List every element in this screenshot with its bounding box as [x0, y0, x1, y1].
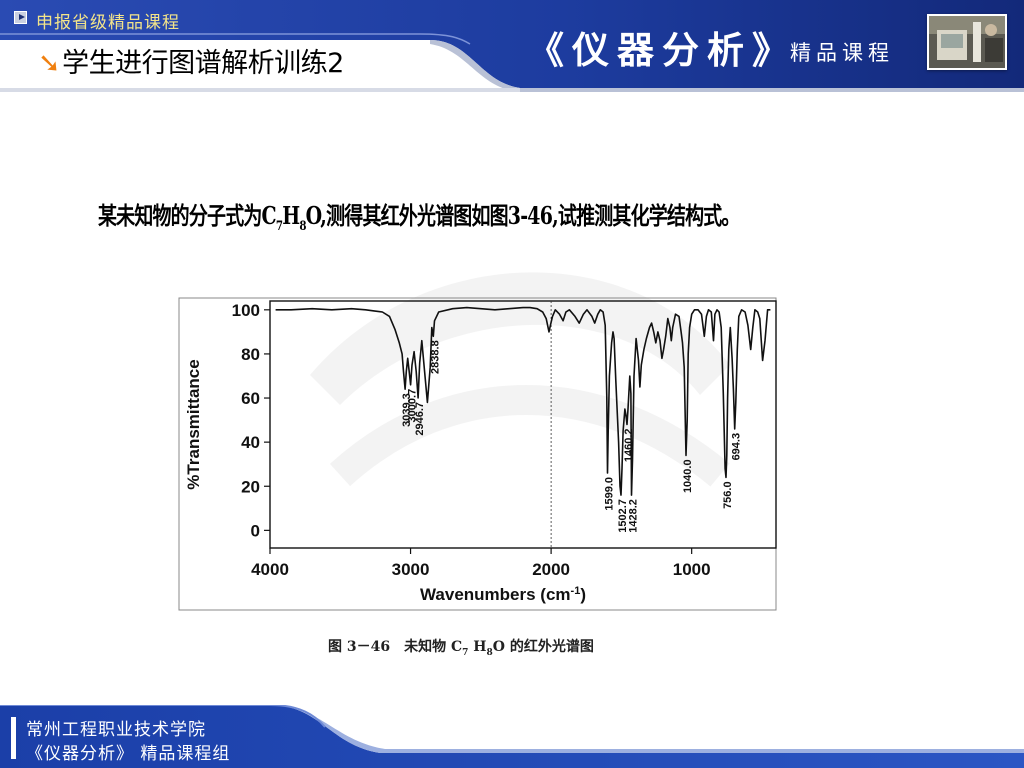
x-axis-label: Wavenumbers (cm-1)	[420, 585, 586, 604]
caption-sub-7: 7	[462, 647, 469, 658]
plot-box	[269, 300, 777, 549]
y-tick-label: 80	[241, 345, 260, 364]
caption-text-a: 图 3－46 未知物 C	[328, 639, 463, 655]
x-tick-label: 3000	[392, 560, 430, 579]
ir-spectrum-figure: 0 20 40 60 80 100 4000 3000 2000 1000 %Transmittan…	[178, 297, 778, 613]
peak-label: 3039.3	[401, 393, 413, 427]
y-tick-label: 100	[232, 301, 260, 320]
orange-arrow-icon: ➘	[38, 48, 61, 79]
slide-title-text: 学生进行图谱解析训练2	[62, 48, 344, 79]
peak-label: 2946.7	[414, 402, 426, 436]
y-axis-label: %Transmittance	[184, 359, 203, 489]
slide-header: 申报省级精品课程 ➘学生进行图谱解析训练2 《仪器分析》 精品课程	[0, 0, 1024, 92]
course-group: 《仪器分析》 精品课程组	[26, 744, 231, 764]
y-tick-label: 40	[241, 433, 260, 452]
y-tick-label: 60	[241, 389, 260, 408]
peak-label: 1460.2	[623, 429, 635, 463]
problem-statement: 某未知物的分子式为C7H8O,测得其红外光谱图如图3-46,试推测其化学结构式。	[98, 196, 740, 234]
x-tick-label: 2000	[532, 560, 570, 579]
course-link[interactable]: 申报省级精品课程	[36, 13, 180, 33]
problem-text-h: H	[282, 201, 300, 230]
slide-title: ➘学生进行图谱解析训练2	[38, 46, 344, 82]
y-tick-label: 20	[241, 477, 260, 496]
problem-text-a: 某未知物的分子式为C	[98, 201, 277, 230]
peak-label: 694.3	[731, 433, 743, 461]
header-banner-shape	[0, 0, 1024, 92]
spectrum-line-0	[275, 306, 771, 496]
figure-caption: 图 3－46 未知物 C7 H8O 的红外光谱图	[328, 636, 594, 658]
peak-label: 1040.0	[682, 459, 694, 493]
peak-label: 2838.8	[429, 340, 441, 374]
school-name: 常州工程职业技术学院	[26, 720, 206, 740]
problem-sub-8: 8	[299, 218, 306, 234]
caption-sub-8: 8	[486, 647, 493, 658]
watermark-shape	[310, 272, 730, 487]
caption-text-h: H	[468, 639, 487, 655]
peak-label: 756.0	[722, 481, 734, 509]
x-tick-label: 1000	[673, 560, 711, 579]
brand-subtitle: 精品课程	[790, 41, 894, 65]
peak-label: 1502.7	[617, 499, 629, 533]
footer-accent-bar	[11, 717, 16, 759]
play-badge-icon	[14, 11, 27, 24]
peak-label: 1599.0	[604, 477, 616, 511]
problem-sub-7: 7	[275, 218, 283, 234]
brand-title: 《仪器分析》	[527, 28, 797, 72]
x-tick-label: 4000	[251, 560, 289, 579]
caption-text-b: O 的红外光谱图	[492, 639, 594, 655]
ir-spectrum-chart: 0 20 40 60 80 100 4000 3000 2000 1000 %Transmittan…	[178, 297, 777, 611]
peak-label: 3000.7	[407, 389, 419, 423]
footer-banner-shape	[0, 705, 1024, 768]
slide-footer: 常州工程职业技术学院 《仪器分析》 精品课程组	[0, 705, 1024, 768]
problem-text-b: O,测得其红外光谱图如图3-46,试推测其化学结构式。	[305, 201, 741, 230]
y-tick-label: 0	[251, 521, 260, 540]
peak-label: 1428.2	[628, 499, 640, 533]
lab-photo	[927, 14, 1007, 70]
